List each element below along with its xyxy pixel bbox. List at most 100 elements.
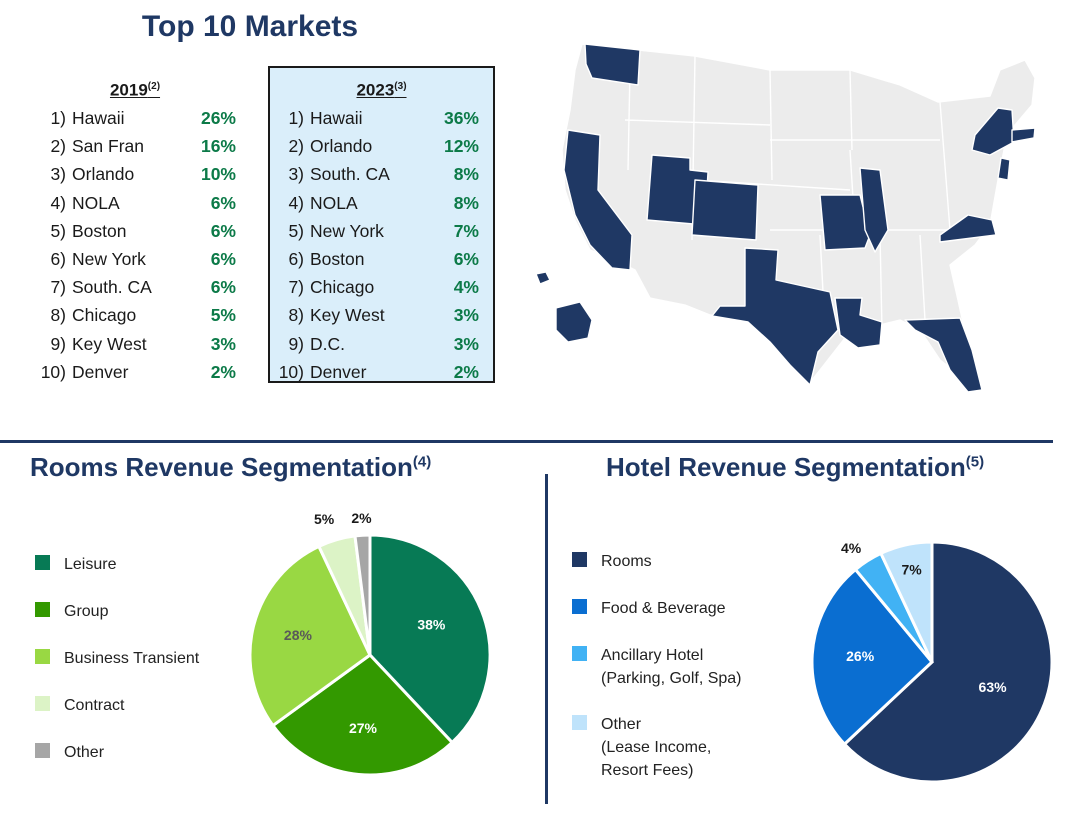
market-name: Hawaii: [310, 108, 363, 128]
legend-label-line: Other: [64, 744, 105, 761]
markets-2019-year: 2019: [109, 80, 148, 100]
map-state-il: [859, 167, 889, 253]
market-row: 6) Boston 6%: [270, 245, 493, 273]
legend-swatch: [572, 552, 587, 567]
markets-2023-header: 2023(3): [270, 70, 493, 104]
section-divider-horizontal: [0, 440, 1053, 443]
pie-data-label: 63%: [979, 679, 1008, 695]
us-market-map: [535, 43, 1036, 393]
market-pct: 5%: [210, 305, 236, 326]
market-rank: 5): [288, 220, 304, 241]
market-pct: 3%: [453, 305, 479, 326]
legend-swatch: [35, 649, 50, 664]
market-pct: 2%: [453, 361, 479, 382]
market-pct: 8%: [453, 164, 479, 185]
rooms-section-note: (4): [412, 453, 432, 471]
market-rank: 9): [50, 333, 66, 354]
legend-label: Food & Beverage: [601, 597, 726, 620]
legend-label-line: Leisure: [64, 556, 117, 573]
map-state-wa: [584, 43, 641, 86]
legend-item: Business Transient: [35, 647, 199, 670]
rooms-section-title-text: Rooms Revenue Segmentation: [30, 452, 413, 482]
market-name: New York: [72, 248, 146, 269]
market-row: 1) Hawaii 26%: [30, 104, 240, 132]
markets-2023-list: 1) Hawaii 36% 2) Orlando 12% 3) South. CA 8% 4) NO…: [270, 104, 493, 386]
market-name: South. CA: [310, 164, 390, 185]
map-state-hi-small: [535, 271, 551, 285]
market-name: NOLA: [310, 192, 358, 213]
market-row: 7) Chicago 4%: [270, 273, 493, 301]
market-row: 10) Denver 2%: [30, 358, 240, 386]
legend-swatch: [35, 696, 50, 711]
hotel-section-title-text: Hotel Revenue Segmentation: [606, 452, 966, 482]
map-state-tx: [711, 247, 839, 386]
pie-slice-other-lease-income-resort-fees: [878, 540, 934, 663]
market-row: 5) New York 7%: [270, 217, 493, 245]
markets-2019-note: (2): [147, 81, 161, 92]
legend-label-line: Food & Beverage: [601, 600, 726, 617]
legend-item: Other (Lease Income, Resort Fees): [572, 713, 711, 782]
pie-slice-business-transient: [248, 544, 372, 728]
legend-item: Group: [35, 600, 108, 623]
market-row: 9) Key West 3%: [30, 330, 240, 358]
hotel-pie-chart: 63% 26% 4% 7%: [810, 540, 1054, 784]
legend-label-line: Resort Fees): [601, 762, 694, 779]
legend-label: Business Transient: [64, 647, 199, 670]
legend-item: Food & Beverage: [572, 597, 726, 620]
map-state-nj: [997, 157, 1011, 181]
map-state-ma: [1011, 127, 1036, 143]
market-pct: 10%: [200, 164, 236, 185]
legend-label: Leisure: [64, 553, 116, 576]
pie-data-label: 5%: [314, 511, 335, 527]
legend-label-line: Group: [64, 603, 109, 620]
legend-label-line: Rooms: [601, 553, 652, 570]
legend-label-line: Ancillary Hotel: [601, 647, 704, 664]
market-name: NOLA: [72, 192, 120, 213]
legend-swatch: [572, 599, 587, 614]
market-pct: 4%: [453, 277, 479, 298]
market-name: Hawaii: [72, 108, 125, 128]
market-rank: 2): [50, 136, 66, 157]
markets-2019-list: 1) Hawaii 26% 2) San Fran 16% 3) Orlando 10% 4) NO…: [30, 104, 240, 386]
legend-item: Ancillary Hotel (Parking, Golf, Spa): [572, 644, 742, 690]
map-state-hi-big: [555, 301, 593, 343]
market-row: 8) Key West 3%: [270, 301, 493, 329]
legend-label-line: Other: [601, 716, 642, 733]
market-name: Orlando: [310, 136, 373, 157]
market-pct: 6%: [210, 192, 236, 213]
legend-label: Contract: [64, 694, 124, 717]
market-rank: 1): [288, 108, 304, 128]
legend-label: Group: [64, 600, 108, 623]
market-row: 6) New York 6%: [30, 245, 240, 273]
pie-data-label: 38%: [417, 616, 446, 632]
market-row: 2) Orlando 12%: [270, 132, 493, 160]
pie-data-label: 26%: [846, 648, 875, 664]
market-row: 8) Chicago 5%: [30, 301, 240, 329]
market-rank: 6): [50, 248, 66, 269]
rooms-section-title: Rooms Revenue Segmentation(4): [30, 452, 431, 483]
legend-label: Other (Lease Income, Resort Fees): [601, 713, 711, 782]
market-rank: 5): [50, 220, 66, 241]
legend-swatch: [572, 646, 587, 661]
market-rank: 6): [288, 248, 304, 269]
market-row: 7) South. CA 6%: [30, 273, 240, 301]
map-state-la: [834, 297, 883, 349]
market-rank: 7): [288, 277, 304, 298]
market-pct: 6%: [210, 220, 236, 241]
market-name: New York: [310, 220, 384, 241]
legend-label-line: (Lease Income,: [601, 739, 712, 756]
market-name: South. CA: [72, 277, 152, 298]
legend-item: Leisure: [35, 553, 116, 576]
section-divider-vertical: [545, 474, 548, 804]
markets-2019-header: 2019(2): [30, 70, 240, 104]
market-pct: 6%: [210, 277, 236, 298]
markets-2023-note: (3): [394, 81, 407, 92]
market-rank: 2): [288, 136, 304, 157]
market-pct: 36%: [443, 108, 479, 128]
pie-slice-leisure: [368, 533, 492, 745]
legend-swatch: [35, 602, 50, 617]
market-name: Denver: [310, 361, 367, 382]
market-pct: 26%: [200, 108, 236, 128]
map-state-mo: [819, 194, 871, 251]
rooms-pie-chart: 38% 27% 28% 5% 2%: [248, 510, 492, 777]
